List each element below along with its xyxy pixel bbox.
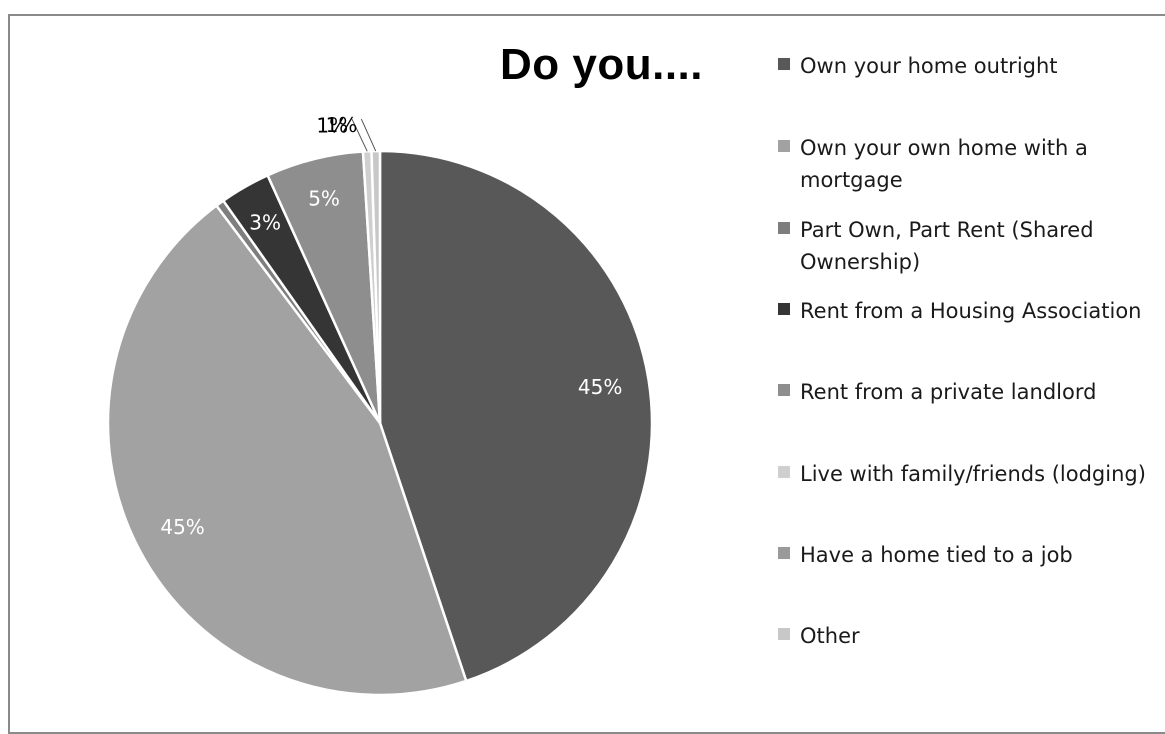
legend-swatch [778,466,790,478]
legend-label: Have a home tied to a job [800,543,1073,567]
legend-item: Have a home tied to a job [778,539,1165,571]
data-label: 45% [160,515,204,539]
legend-label: Other [800,624,860,648]
legend-item: Rent from a Housing Association [778,295,1165,327]
legend-label: Rent from a private landlord [800,380,1097,404]
chart-title: Do you.... [500,40,703,89]
data-label: 1% [326,113,358,137]
legend-swatch [778,303,790,315]
data-label: 5% [308,187,340,211]
legend-swatch [778,628,790,640]
leader-line [360,118,377,152]
legend-label: Live with family/friends (lodging) [800,462,1146,486]
legend-swatch [778,384,790,396]
pie-slice [106,203,468,697]
legend-item: Own your home outright [778,50,1165,82]
legend-label: Rent from a Housing Association [800,299,1142,323]
legend-item: Part Own, Part Rent (Shared Ownership) [778,214,1165,278]
leader-line [351,119,368,152]
legend-label: Own your home outright [800,54,1058,78]
legend-item: Rent from a private landlord [778,376,1165,408]
data-label: 45% [578,375,622,399]
legend-item: Other [778,620,1165,652]
pie-slice [378,149,654,683]
legend-swatch [778,222,790,234]
legend-item: Own your own home with a mortgage [778,132,1165,196]
data-label: 1% [316,113,348,137]
pie-chart: 45% 45% 3% 5% 1%1% [106,113,654,697]
data-label: 3% [249,210,281,234]
legend-label: Own your own home with a mortgage [800,136,1088,192]
legend-swatch [778,58,790,70]
legend-item: Live with family/friends (lodging) [778,458,1165,490]
legend-swatch [778,140,790,152]
legend-label: Part Own, Part Rent (Shared Ownership) [800,218,1094,274]
legend-swatch [778,547,790,559]
